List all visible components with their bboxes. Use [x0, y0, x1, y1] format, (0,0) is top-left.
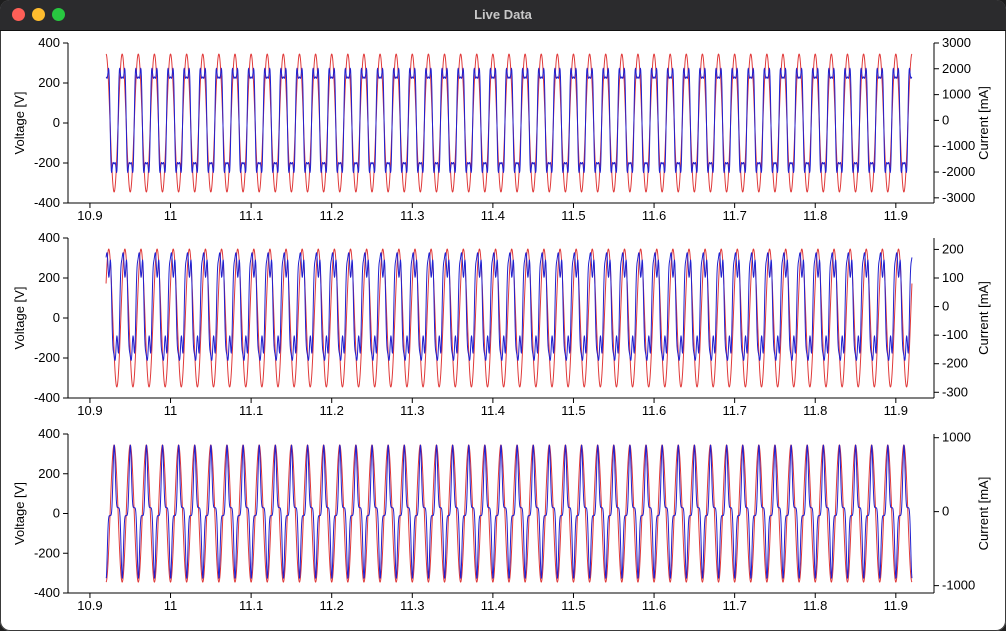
x-tick-label: 11.9 — [884, 598, 908, 613]
x-tick-label: 11 — [164, 403, 178, 418]
plot-panel-3: 400 200 0 -200 -400 1000 0 -1000 10.9 11 11.1 11.2 1… — [12, 426, 991, 613]
left-axis-label: Voltage [V] — [12, 92, 27, 155]
left-tick-label: 200 — [38, 270, 60, 285]
x-tick-label: 11.3 — [400, 598, 424, 613]
right-tick-label: 200 — [942, 241, 964, 256]
x-tick-label: 11.4 — [481, 403, 505, 418]
voltage-series-line — [105, 444, 913, 583]
left-axis-label: Voltage [V] — [12, 287, 27, 350]
x-tick-label: 10.9 — [77, 598, 102, 613]
plot-panel-1: 4002000-200-4003000200010000-1000-2000-3… — [12, 35, 991, 223]
x-tick-label: 11.8 — [803, 208, 827, 223]
x-tick-label: 11.1 — [239, 208, 263, 223]
right-tick-label: 0 — [942, 299, 949, 314]
left-tick-label: 0 — [53, 310, 60, 325]
x-tick-label: 11 — [164, 208, 178, 223]
right-tick-label: -1000 — [942, 578, 975, 593]
left-tick-label: 0 — [53, 115, 60, 130]
left-tick-label: -400 — [34, 195, 60, 210]
x-tick-label: 11.7 — [722, 598, 746, 613]
right-tick-label: 100 — [942, 270, 964, 285]
window-title: Live Data — [474, 7, 532, 22]
current-series-line — [105, 67, 913, 174]
x-tick-label: 11.7 — [722, 403, 746, 418]
x-tick-label: 11.8 — [803, 598, 827, 613]
right-tick-label: 3000 — [942, 35, 971, 50]
right-tick-label: -200 — [942, 356, 968, 371]
plots-area: 4002000-200-4003000200010000-1000-2000-3… — [12, 35, 991, 613]
right-tick-label: -1000 — [942, 138, 975, 153]
x-tick-label: 11.5 — [561, 403, 585, 418]
x-tick-label: 11.1 — [239, 598, 263, 613]
x-tick-label: 10.9 — [77, 403, 102, 418]
x-tick-label: 11.6 — [642, 403, 666, 418]
left-tick-label: -400 — [34, 585, 60, 600]
title-bar[interactable]: Live Data — [0, 0, 1006, 31]
current-series-line — [105, 444, 913, 579]
right-tick-label: 0 — [942, 504, 949, 519]
x-tick-label: 11.8 — [803, 403, 827, 418]
x-tick-label: 11.6 — [642, 598, 666, 613]
left-tick-label: -200 — [34, 350, 60, 365]
x-tick-label: 11.3 — [400, 208, 424, 223]
current-series-line — [105, 252, 913, 361]
voltage-series-line — [105, 248, 913, 388]
voltage-series-line — [105, 53, 913, 193]
right-tick-label: 1000 — [942, 430, 971, 445]
left-tick-label: -200 — [34, 155, 60, 170]
left-axis-label: Voltage [V] — [12, 482, 27, 545]
x-tick-label: 11.2 — [320, 208, 344, 223]
right-tick-label: 0 — [942, 112, 949, 127]
right-axis-label: Current [mA] — [976, 477, 991, 551]
left-tick-label: 400 — [38, 230, 60, 245]
left-tick-label: 200 — [38, 466, 60, 481]
plot-panel-2: 400 200 0 -200 -400 200 100 0 -100 -200 -300 10.9 11… — [12, 230, 991, 418]
x-tick-label: 11.3 — [400, 403, 424, 418]
x-tick-label: 11.2 — [320, 403, 344, 418]
x-tick-label: 11.6 — [642, 208, 666, 223]
right-tick-label: -2000 — [942, 164, 975, 179]
close-window-button[interactable] — [12, 8, 25, 21]
x-tick-label: 11.9 — [884, 403, 908, 418]
right-tick-label: 2000 — [942, 61, 971, 76]
x-tick-label: 11.5 — [561, 208, 585, 223]
left-tick-label: -400 — [34, 390, 60, 405]
x-tick-label: 10.9 — [77, 208, 102, 223]
right-axis-label: Current [mA] — [976, 86, 991, 160]
minimize-window-button[interactable] — [32, 8, 45, 21]
x-tick-label: 11.1 — [239, 403, 263, 418]
x-tick-label: 11.9 — [884, 208, 908, 223]
maximize-window-button[interactable] — [52, 8, 65, 21]
left-tick-label: 400 — [38, 426, 60, 441]
right-tick-label: -3000 — [942, 190, 975, 205]
x-tick-label: 11.4 — [481, 208, 505, 223]
right-tick-label: -100 — [942, 327, 968, 342]
left-tick-label: -200 — [34, 545, 60, 560]
left-tick-label: 200 — [38, 75, 60, 90]
x-tick-label: 11 — [164, 598, 178, 613]
right-tick-label: 1000 — [942, 87, 971, 102]
right-tick-label: -300 — [942, 384, 968, 399]
left-tick-label: 400 — [38, 35, 60, 50]
right-axis-label: Current [mA] — [976, 281, 991, 355]
x-tick-label: 11.5 — [561, 598, 585, 613]
x-tick-label: 11.2 — [320, 598, 344, 613]
left-tick-label: 0 — [53, 506, 60, 521]
x-tick-label: 11.7 — [722, 208, 746, 223]
x-tick-label: 11.4 — [481, 598, 505, 613]
